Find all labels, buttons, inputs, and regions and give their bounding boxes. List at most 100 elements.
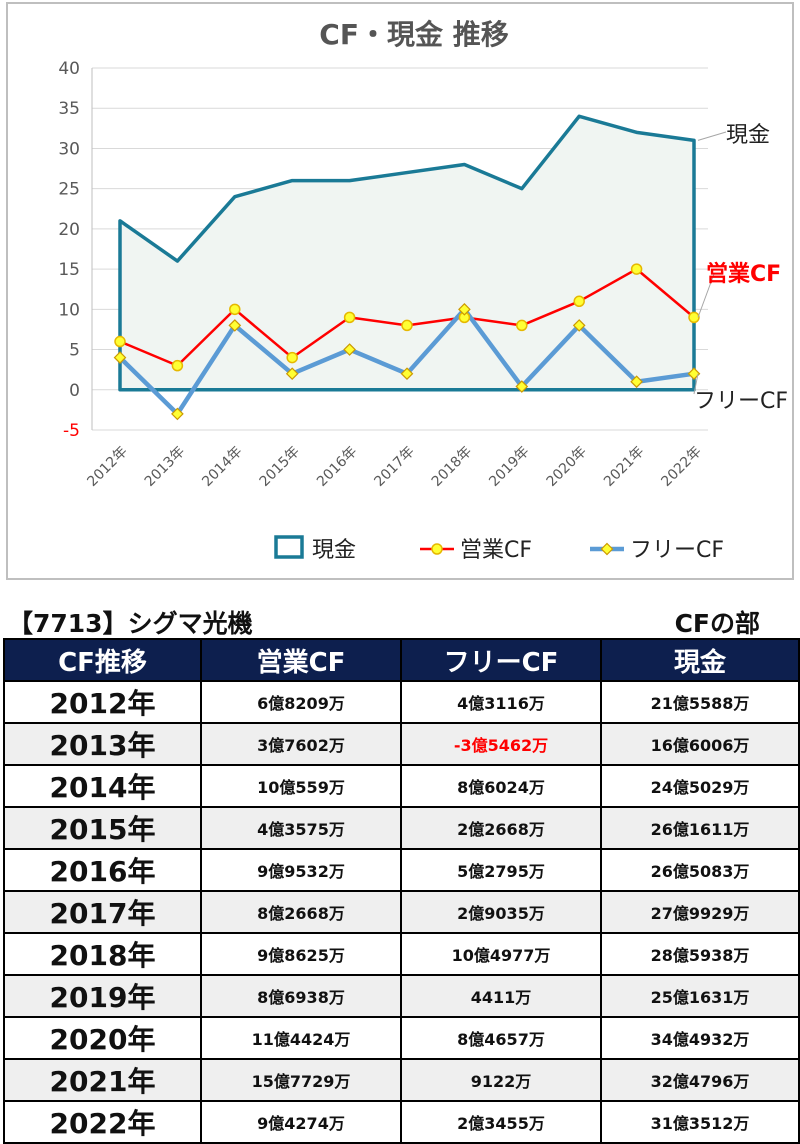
operating-cf-cell: 9億9532万 (200, 848, 402, 892)
legend-cash-label: 現金 (312, 538, 356, 563)
operating-cf-point (343, 311, 356, 324)
cf-table: CF推移 営業CF フリーCF 現金 2012年 6億8209万 4億3116万 21… (3, 638, 800, 1144)
table-row: 2016年 9億9532万 5億2795万 26億5083万 (3, 848, 800, 892)
free-cf-point (572, 319, 586, 332)
cash-cell: 26億5083万 (600, 848, 800, 892)
legend-cash-swatch (274, 535, 304, 559)
cash-cell: 26億1611万 (600, 806, 800, 850)
free-cf-cell: 5億2795万 (400, 848, 602, 892)
year-cell: 2013年 (3, 722, 202, 766)
operating-cf-cell: 11億4424万 (200, 1016, 402, 1060)
y-tick-label: 20 (58, 220, 80, 240)
free-cf-point (171, 407, 184, 421)
y-tick-label: 40 (58, 59, 80, 79)
free-cf-cell: 4411万 (400, 974, 602, 1018)
free-cf-point (458, 302, 471, 316)
free-cf-point (113, 351, 127, 364)
table-row: 2018年 9億8625万 10億4977万 28億5938万 (3, 932, 800, 976)
free-cf-point (687, 367, 701, 381)
year-cell: 2015年 (3, 806, 202, 850)
cash-cell: 32億4796万 (600, 1058, 800, 1102)
year-cell: 2022年 (3, 1100, 202, 1144)
annotation-leader (697, 131, 727, 141)
free-cf-cell: 2億3455万 (400, 1100, 602, 1144)
y-tick-label: 30 (58, 139, 80, 159)
operating-cf-point (688, 311, 700, 324)
x-tick-label: 2013年 (142, 444, 188, 490)
col-header-free-cf: フリーCF (400, 638, 602, 682)
cash-cell: 24億5029万 (600, 764, 800, 808)
operating-cf-point (516, 319, 528, 332)
cash-cell: 25億1631万 (600, 974, 800, 1018)
free-cf-point (515, 380, 529, 393)
year-cell: 2014年 (3, 764, 202, 808)
x-tick-label: 2022年 (658, 444, 704, 490)
free-cf-point (630, 375, 643, 389)
chart-frame: CF・現金 推移 40 35 30 25 20 15 10 5 0 -5 2012年 2013年 20… (6, 2, 794, 580)
year-cell: 2012年 (3, 680, 202, 724)
series-cash-area (118, 114, 696, 392)
y-tick-label: 5 (69, 341, 80, 361)
col-header-cash: 現金 (600, 638, 800, 682)
y-tick-label: -5 (63, 421, 80, 441)
y-tick-label: 0 (69, 381, 80, 401)
annotation-label: 営業CF (706, 261, 781, 287)
table-header-bar: 【7713】シグマ光機 CFの部 (8, 604, 792, 638)
annotation-label: 現金 (726, 123, 770, 148)
table-row: 2022年 9億4274万 2億3455万 31億3512万 (3, 1100, 800, 1144)
col-header-year: CF推移 (3, 638, 202, 682)
operating-cf-cell: 15億7729万 (200, 1058, 402, 1102)
table-row: 2020年 11億4424万 8億4657万 34億4932万 (3, 1016, 800, 1060)
operating-cf-point (573, 295, 585, 308)
year-cell: 2016年 (3, 848, 202, 892)
operating-cf-point (630, 263, 643, 275)
operating-cf-point (171, 359, 184, 372)
free-cf-cell: 8億6024万 (400, 764, 602, 808)
operating-cf-cell: 6億8209万 (200, 680, 402, 724)
table-row: 2019年 8億6938万 4411万 25億1631万 (3, 974, 800, 1018)
free-cf-point (400, 367, 414, 381)
free-cf-cell: 9122万 (400, 1058, 602, 1102)
operating-cf-cell: 8億2668万 (200, 890, 402, 934)
operating-cf-cell: 9億4274万 (200, 1100, 402, 1144)
year-cell: 2018年 (3, 932, 202, 976)
free-cf-point (343, 343, 356, 356)
operating-cf-cell: 8億6938万 (200, 974, 402, 1018)
cash-cell: 16億6006万 (600, 722, 800, 766)
cash-cell: 31億3512万 (600, 1100, 800, 1144)
year-cell: 2017年 (3, 890, 202, 934)
cash-cell: 34億4932万 (600, 1016, 800, 1060)
annotation-leader (693, 373, 699, 395)
free-cf-cell: 4億3116万 (400, 680, 602, 724)
annotation-leader (697, 273, 715, 318)
operating-cf-cell: 3億7602万 (200, 722, 402, 766)
legend-free-cf-marker (600, 542, 614, 556)
section-label: CFの部 (674, 609, 760, 638)
table-row: 2017年 8億2668万 2億9035万 27億9929万 (3, 890, 800, 934)
x-tick-label: 2021年 (601, 444, 647, 490)
company-name: 【7713】シグマ光機 (8, 609, 253, 638)
x-tick-label: 2017年 (371, 444, 417, 490)
operating-cf-point (401, 319, 413, 332)
table-header-row: CF推移 営業CF フリーCF 現金 (3, 638, 800, 682)
year-cell: 2020年 (3, 1016, 202, 1060)
table-row: 2014年 10億559万 8億6024万 24億5029万 (3, 764, 800, 808)
free-cf-cell: 8億4657万 (400, 1016, 602, 1060)
table-row: 2015年 4億3575万 2億2668万 26億1611万 (3, 806, 800, 850)
legend-operating-cf-label: 営業CF (460, 538, 532, 563)
x-tick-label: 2014年 (199, 444, 245, 490)
cash-cell: 21億5588万 (600, 680, 800, 724)
x-tick-label: 2020年 (544, 444, 590, 490)
year-cell: 2021年 (3, 1058, 202, 1102)
free-cf-cell: 2億2668万 (400, 806, 602, 850)
y-tick-label: 25 (58, 180, 80, 200)
free-cf-cell: -3億5462万 (400, 722, 602, 766)
x-tick-label: 2018年 (429, 444, 475, 490)
free-cf-cell: 2億9035万 (400, 890, 602, 934)
table-row: 2012年 6億8209万 4億3116万 21億5588万 (3, 680, 800, 724)
year-cell: 2019年 (3, 974, 202, 1018)
y-tick-label: 35 (58, 99, 80, 119)
x-tick-label: 2016年 (314, 444, 360, 490)
operating-cf-point (114, 335, 126, 348)
legend-operating-cf-marker (431, 543, 443, 555)
